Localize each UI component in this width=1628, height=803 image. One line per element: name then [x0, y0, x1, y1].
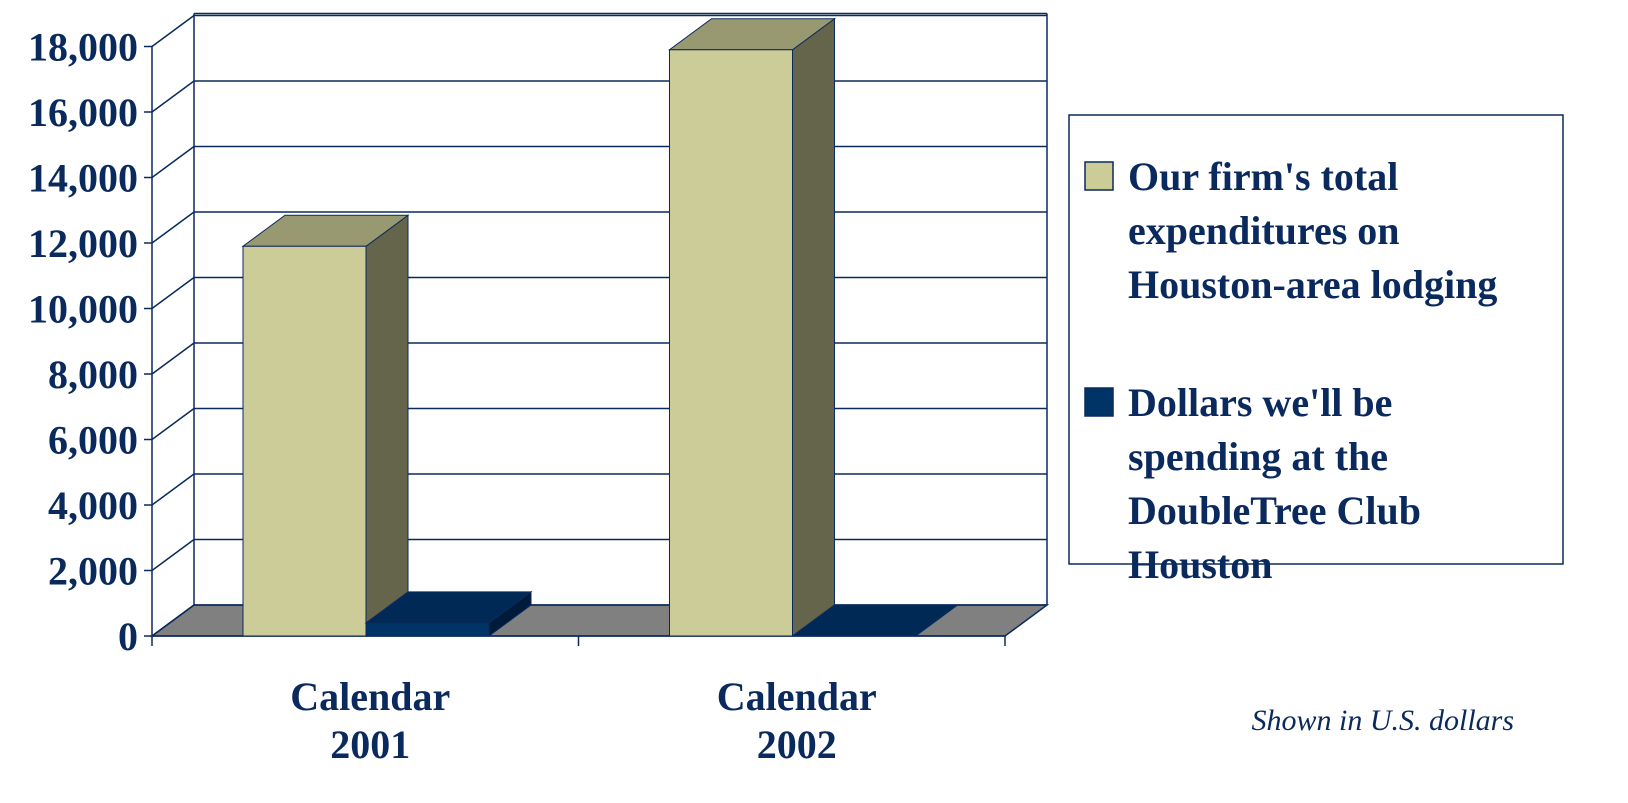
- y-tick-label: 14,000: [28, 156, 138, 201]
- x-tick-label-line: Calendar: [717, 674, 877, 719]
- legend-label-line: Dollars we'll be: [1128, 380, 1392, 425]
- legend-label: Our firm's total expenditures on Houston-a…: [1128, 154, 1497, 307]
- legend-label-line: spending at the: [1128, 434, 1388, 479]
- units-note: Shown in U.S. dollars: [1251, 704, 1514, 737]
- legend-label-line: Houston: [1128, 542, 1273, 587]
- bar[interactable]: [790, 604, 960, 637]
- y-tick-label: 16,000: [28, 90, 138, 135]
- bar-side-face: [365, 214, 409, 637]
- bar[interactable]: [241, 214, 410, 637]
- legend-label-line: Houston-area lodging: [1128, 262, 1497, 307]
- legend-swatch: [1084, 161, 1114, 191]
- y-tick-label: 10,000: [28, 287, 138, 332]
- x-tick-label: Calendar 2002: [717, 674, 877, 767]
- side-wall-gridline: [151, 604, 195, 637]
- bar-front-face: [365, 622, 490, 637]
- x-tick-label-line: 2001: [330, 722, 410, 767]
- y-tick-label: 6,000: [48, 418, 138, 463]
- bar-side-face: [792, 17, 835, 637]
- bar[interactable]: [364, 590, 533, 637]
- legend-label-line: Our firm's total: [1128, 154, 1398, 199]
- side-wall-gridline: [151, 14, 195, 48]
- y-tick-label: 4,000: [48, 483, 138, 528]
- side-wall-gridline: [151, 145, 195, 179]
- side-wall-gridline: [151, 80, 195, 113]
- legend-swatch: [1084, 387, 1114, 417]
- side-wall-gridline: [151, 211, 195, 244]
- y-tick-label: 0: [118, 614, 138, 659]
- side-wall-gridline: [151, 538, 195, 572]
- legend-label: Dollars we'll be spending at the DoubleTre…: [1128, 380, 1421, 587]
- legend-label-line: expenditures on: [1128, 208, 1400, 253]
- y-tick-label: 8,000: [48, 352, 138, 397]
- bar-front-face: [242, 245, 367, 637]
- x-tick-label-line: 2002: [757, 722, 837, 767]
- legend-box: [1068, 114, 1564, 565]
- side-wall-gridline: [151, 276, 195, 310]
- side-wall-gridline: [151, 342, 195, 375]
- side-wall-gridline: [151, 473, 195, 506]
- y-tick-label: 18,000: [28, 25, 138, 70]
- bar-top-face: [790, 604, 960, 637]
- bar[interactable]: [667, 17, 837, 637]
- x-tick-label: Calendar 2001: [290, 674, 450, 767]
- side-wall-gridline: [151, 407, 195, 441]
- bar-front-face: [669, 49, 793, 637]
- legend-label-line: DoubleTree Club: [1128, 488, 1421, 533]
- y-tick-label: 2,000: [48, 549, 138, 594]
- x-tick-label-line: Calendar: [290, 674, 450, 719]
- y-tick-label: 12,000: [28, 221, 138, 266]
